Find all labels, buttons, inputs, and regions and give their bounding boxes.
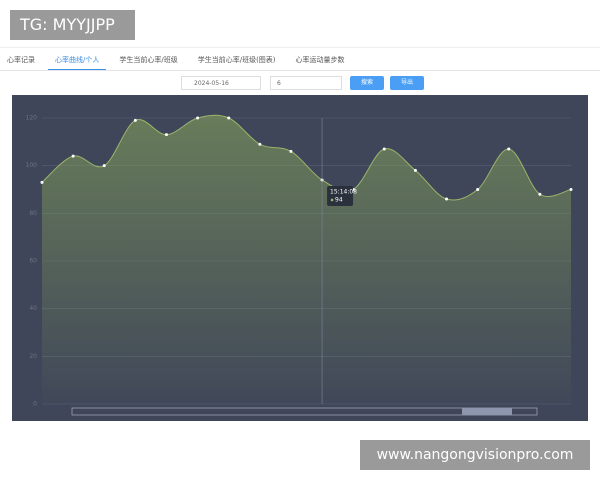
y-tick-label: 0 [33, 401, 37, 408]
watermark: www.nangongvisionpro.com [360, 440, 590, 470]
zoom-handle[interactable] [462, 408, 512, 415]
point [445, 197, 449, 201]
point [40, 180, 44, 184]
zoom-slider[interactable] [71, 407, 538, 416]
line [41, 114, 572, 201]
tooltip [327, 185, 354, 206]
export-button[interactable]: 导出 [390, 76, 424, 90]
point [382, 147, 386, 151]
point [258, 142, 262, 146]
point [538, 192, 542, 196]
tooltip-value: 94 [335, 196, 343, 203]
point [164, 133, 168, 137]
date-picker[interactable]: 2024-05-16 [181, 76, 261, 90]
input[interactable]: 6 [270, 76, 342, 90]
y-tick-label: 40 [29, 305, 37, 312]
point [476, 188, 480, 191]
area [42, 115, 571, 404]
tab[interactable]: 学生当前心率/班级 [119, 56, 178, 64]
y-tick-label: 20 [29, 353, 37, 360]
tab[interactable]: 心率记录 [7, 56, 35, 64]
y-tick-label: 80 [29, 210, 37, 217]
point [71, 154, 75, 158]
tooltip-time: 15:14:08 [330, 188, 357, 195]
watermark: TG: MYYJJPP [10, 10, 135, 40]
point [196, 116, 200, 120]
point [102, 164, 106, 168]
point [227, 116, 231, 120]
search-button[interactable]: 搜索 [350, 76, 384, 90]
y-tick-label: 120 [26, 115, 38, 122]
tab[interactable]: 心率运动量步数 [295, 56, 345, 64]
tab[interactable]: 学生当前心率/班级(图表) [197, 56, 276, 64]
point [507, 147, 511, 151]
point [289, 149, 293, 153]
y-tick-label: 100 [26, 162, 38, 169]
point [133, 118, 137, 122]
point [413, 168, 417, 172]
point [569, 188, 573, 191]
tab[interactable]: 心率曲线/个人 [48, 48, 107, 70]
tooltip-dot [330, 198, 334, 202]
tab-bar: 心率记录 心率曲线/个人 学生当前心率/班级 学生当前心率/班级(图表) 心率运动量步数 [0, 47, 600, 71]
y-tick-label: 60 [29, 258, 37, 265]
